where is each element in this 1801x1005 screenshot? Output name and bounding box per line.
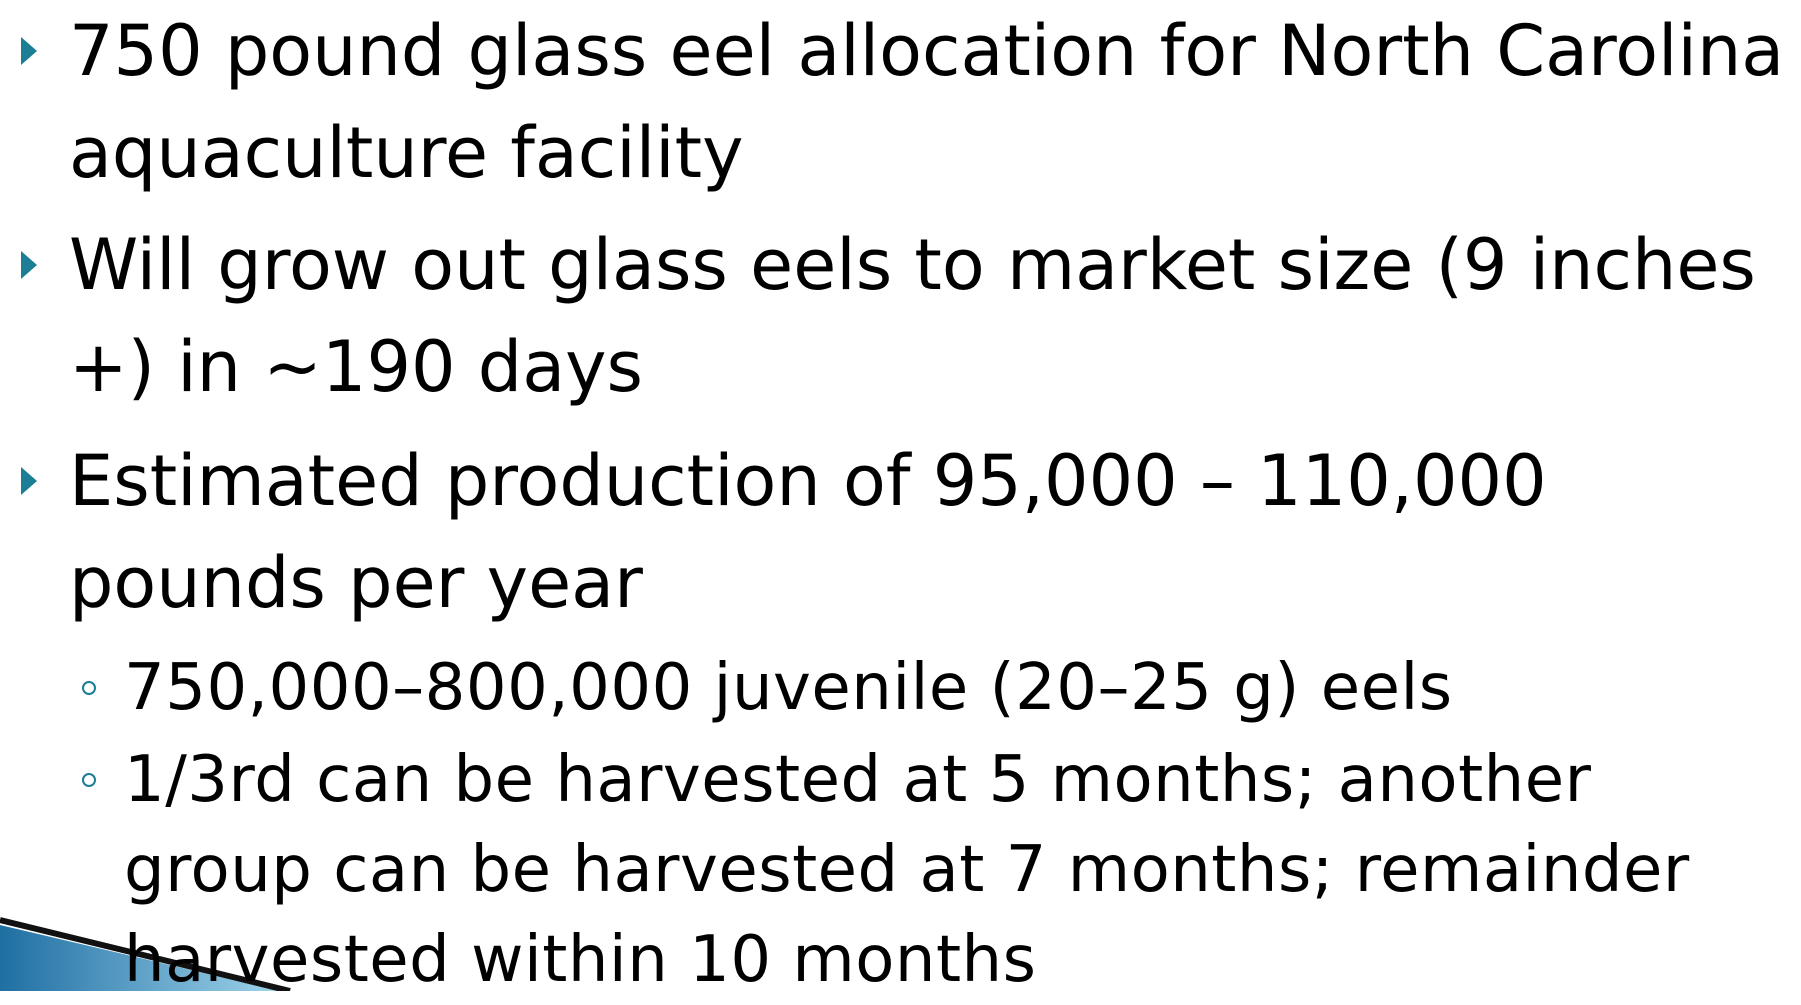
bullet-text: Will grow out glass eels to market size … [69, 224, 1756, 408]
bullet: Estimated production of 95,000 – 110,000… [69, 430, 1794, 634]
slide: 750 pound glass eel allocation for North… [0, 0, 1801, 991]
bullet: 750 pound glass eel allocation for North… [69, 0, 1794, 204]
sub-bullet: 750,000–800,000 juvenile (20–25 g) eels [124, 643, 1799, 733]
bullet-text: Estimated production of 95,000 – 110,000… [69, 440, 1547, 624]
sub-bullet: 1/3rd can be harvested at 5 months; anot… [124, 735, 1799, 1005]
sub-bullet-text: 750,000–800,000 juvenile (20–25 g) eels [124, 651, 1453, 725]
bullet-text: 750 pound glass eel allocation for North… [69, 10, 1784, 194]
sub-bullet-text: 1/3rd can be harvested at 5 months; anot… [124, 743, 1690, 997]
bullet: Will grow out glass eels to market size … [69, 214, 1794, 418]
